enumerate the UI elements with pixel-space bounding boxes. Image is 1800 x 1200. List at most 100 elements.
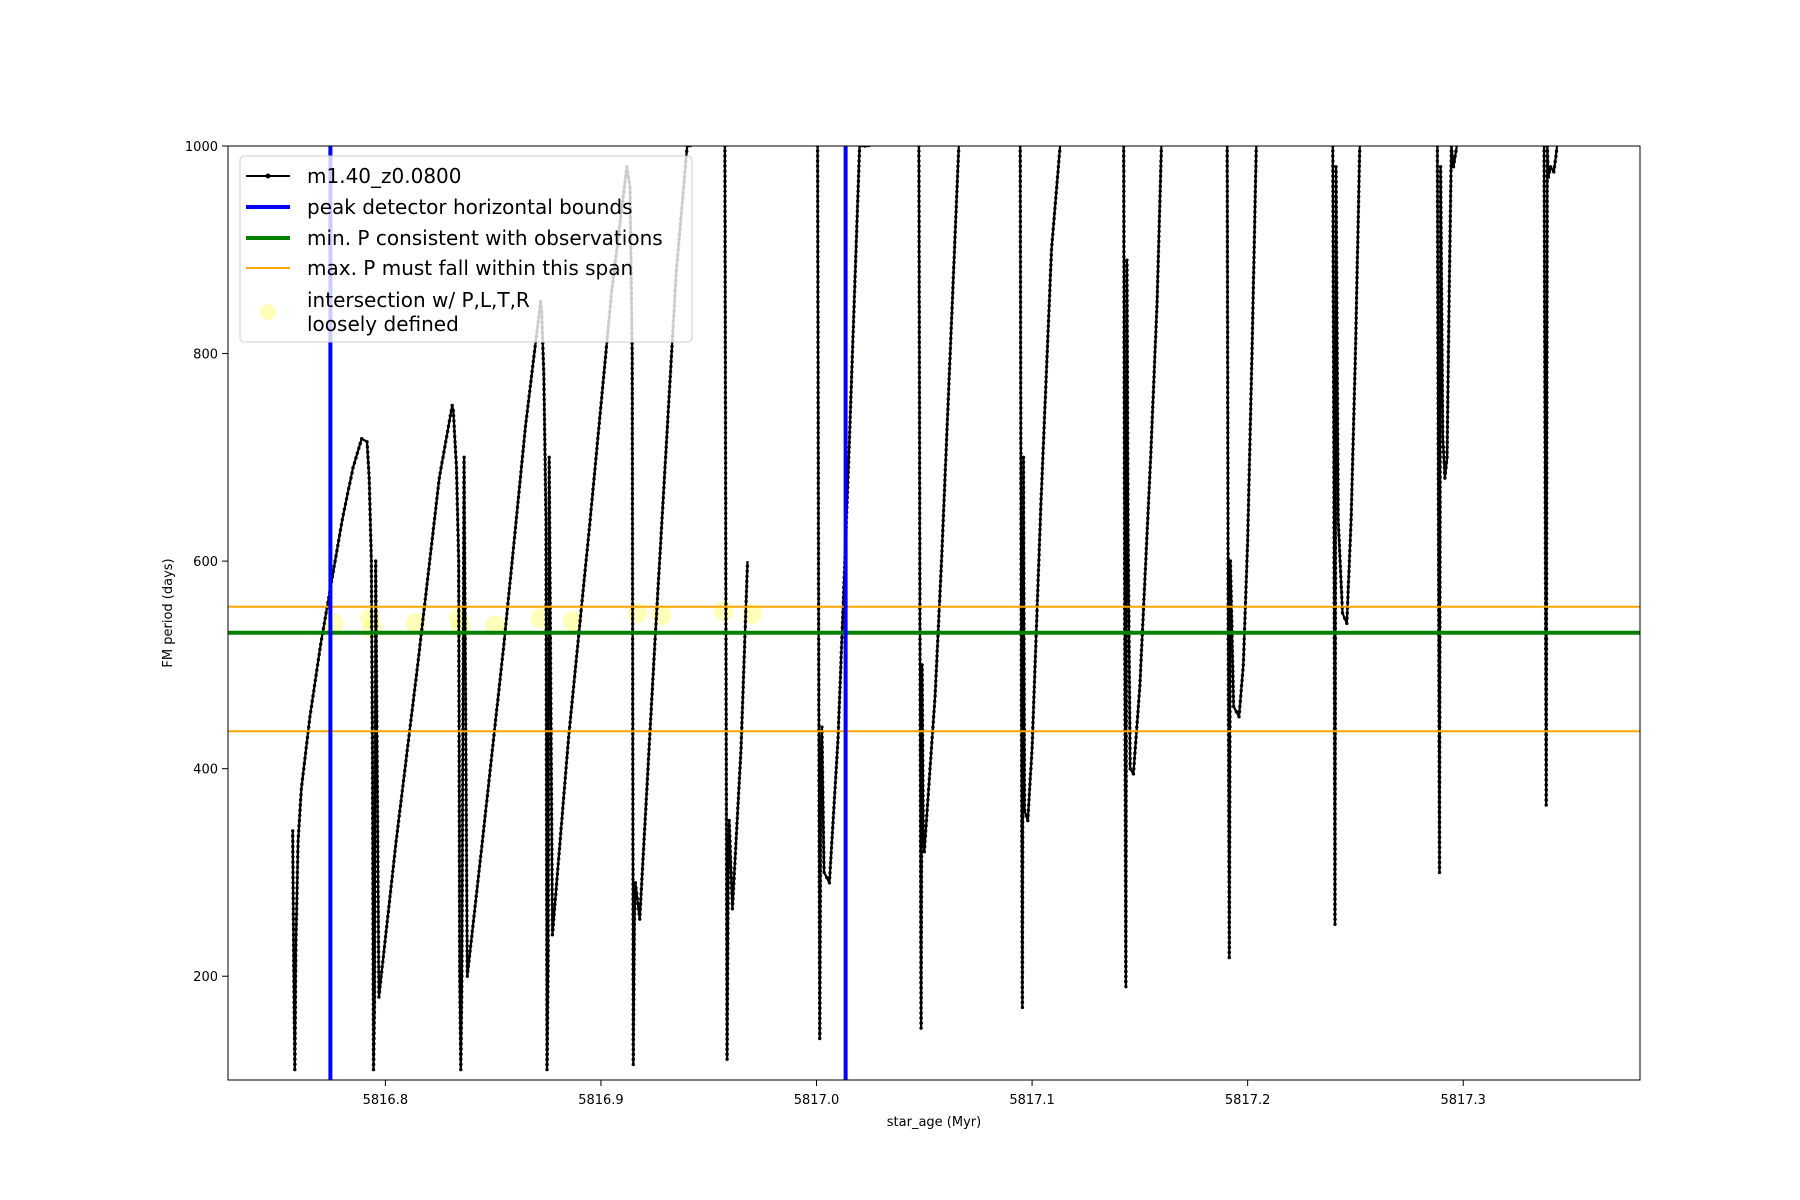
series-point bbox=[1347, 564, 1351, 568]
series-point bbox=[1125, 365, 1130, 369]
series-point bbox=[457, 854, 462, 858]
series-point bbox=[1333, 877, 1337, 881]
series-point bbox=[1021, 850, 1025, 854]
series-point bbox=[549, 772, 553, 776]
series-point bbox=[821, 800, 825, 804]
series-point bbox=[549, 737, 553, 741]
series-point bbox=[729, 860, 733, 864]
series-point bbox=[462, 531, 467, 535]
series-point bbox=[821, 840, 826, 845]
series-point bbox=[298, 813, 302, 818]
series-point bbox=[372, 980, 377, 984]
series-point bbox=[1227, 885, 1232, 889]
series-point bbox=[1145, 536, 1149, 541]
series-point bbox=[384, 930, 388, 934]
series-point bbox=[1250, 326, 1255, 330]
series-point bbox=[944, 437, 949, 442]
series-point bbox=[1228, 790, 1232, 794]
series-point bbox=[838, 685, 842, 690]
series-point bbox=[563, 781, 567, 785]
series-point bbox=[376, 880, 380, 884]
series-point bbox=[457, 904, 462, 908]
series-point bbox=[1228, 805, 1232, 809]
series-point bbox=[592, 477, 596, 481]
series-point bbox=[1333, 817, 1337, 821]
series-point bbox=[1139, 653, 1144, 657]
series-point bbox=[929, 756, 933, 760]
series-point bbox=[1226, 567, 1230, 571]
series-point bbox=[1146, 511, 1150, 515]
series-point bbox=[546, 793, 551, 797]
series-point bbox=[816, 622, 821, 626]
series-point bbox=[460, 893, 464, 898]
series-point bbox=[1127, 599, 1131, 603]
series-point bbox=[1044, 375, 1048, 379]
series-point bbox=[723, 290, 727, 294]
series-point bbox=[373, 845, 377, 849]
series-point bbox=[1331, 189, 1335, 193]
series-point bbox=[570, 700, 574, 704]
series-point bbox=[1226, 582, 1230, 586]
series-point bbox=[816, 592, 821, 596]
series-point bbox=[1122, 531, 1127, 536]
series-point bbox=[1149, 445, 1153, 449]
series-point bbox=[817, 642, 821, 646]
series-point bbox=[373, 910, 377, 914]
series-point bbox=[731, 902, 735, 906]
series-point bbox=[376, 960, 381, 964]
series-point bbox=[1345, 616, 1349, 620]
series-point bbox=[670, 344, 674, 348]
series-point bbox=[941, 529, 945, 533]
series-point bbox=[816, 370, 820, 375]
series-point bbox=[544, 627, 548, 632]
series-point bbox=[588, 512, 593, 517]
series-point bbox=[949, 331, 953, 335]
series-point bbox=[1126, 543, 1130, 547]
series-point bbox=[531, 364, 535, 369]
series-point bbox=[1039, 502, 1043, 506]
series-point bbox=[1122, 501, 1127, 505]
series-point bbox=[1333, 882, 1337, 886]
series-point bbox=[631, 787, 635, 791]
series-point bbox=[369, 609, 374, 614]
series-point bbox=[546, 954, 550, 958]
series-point bbox=[1126, 456, 1130, 461]
series-point bbox=[1237, 709, 1242, 714]
series-point bbox=[544, 577, 548, 582]
series-point bbox=[1125, 426, 1130, 430]
series-point bbox=[375, 709, 379, 714]
series-point bbox=[659, 526, 664, 530]
series-point bbox=[921, 758, 925, 763]
series-point bbox=[462, 490, 466, 495]
series-point bbox=[632, 967, 636, 972]
series-point bbox=[920, 683, 924, 687]
series-point bbox=[816, 506, 821, 510]
series-point bbox=[370, 635, 374, 639]
series-point bbox=[1026, 813, 1030, 818]
series-point bbox=[935, 659, 939, 663]
series-point bbox=[725, 1032, 729, 1036]
series-point bbox=[1122, 209, 1126, 214]
series-point bbox=[918, 637, 922, 641]
series-point bbox=[663, 465, 667, 470]
series-point bbox=[401, 784, 405, 788]
series-point bbox=[723, 275, 727, 279]
series-point bbox=[1331, 279, 1336, 284]
series-point bbox=[820, 765, 825, 769]
series-point bbox=[1021, 825, 1025, 829]
series-point bbox=[917, 350, 922, 354]
series-point bbox=[724, 637, 728, 641]
series-point bbox=[917, 224, 921, 229]
series-point bbox=[1333, 907, 1337, 911]
series-point bbox=[1124, 674, 1129, 678]
series-point bbox=[376, 945, 381, 949]
series-point bbox=[631, 877, 635, 881]
series-point bbox=[1125, 283, 1129, 288]
series-point bbox=[369, 554, 373, 558]
series-point bbox=[634, 886, 638, 890]
series-point bbox=[1122, 345, 1126, 349]
series-point bbox=[1019, 638, 1023, 642]
series-point bbox=[835, 750, 839, 755]
series-point bbox=[373, 870, 377, 874]
series-point bbox=[439, 466, 443, 470]
